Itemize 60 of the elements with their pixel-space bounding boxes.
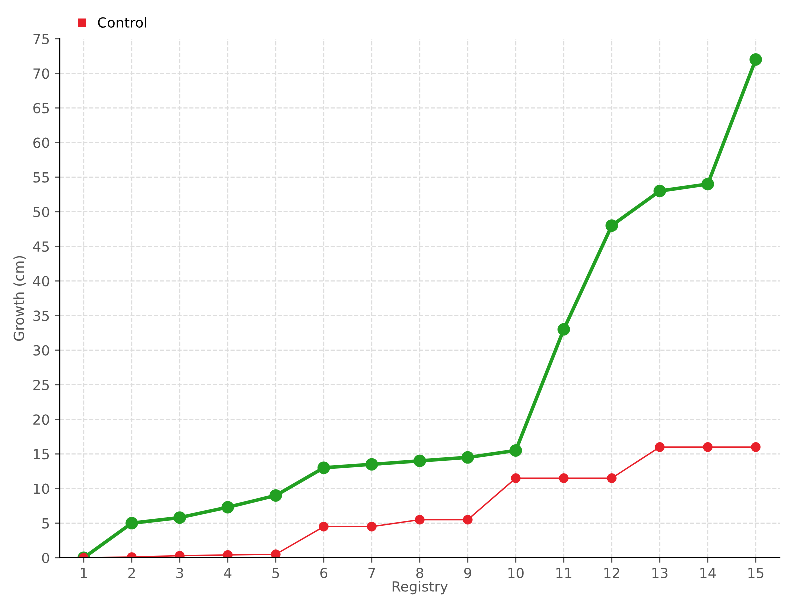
y-tick-label: 20	[34, 414, 50, 426]
point	[414, 454, 426, 468]
x-tick-label: 9	[464, 568, 472, 578]
point	[222, 501, 234, 514]
x-tick-label: 1	[81, 568, 88, 578]
point	[751, 442, 761, 452]
point	[511, 474, 521, 484]
point	[126, 517, 138, 530]
point	[462, 451, 474, 464]
y-tick-label: 30	[34, 345, 50, 356]
point	[223, 550, 233, 558]
point	[318, 462, 330, 474]
point	[415, 515, 425, 525]
x-axis-title: Registry	[392, 581, 448, 595]
x-tick-label: 8	[416, 568, 424, 578]
y-tick-label: 50	[34, 206, 50, 218]
point	[750, 54, 762, 66]
x-tick-label: 12	[604, 568, 620, 578]
point	[559, 474, 569, 484]
x-tick-label: 10	[508, 568, 524, 578]
y-tick-label: 15	[34, 449, 50, 460]
y-tick-label: 45	[33, 242, 50, 252]
x-tick-label: 4	[224, 568, 232, 578]
point	[654, 184, 666, 198]
point	[319, 522, 329, 532]
y-tick-label: 10	[34, 484, 50, 494]
y-axis-title: Growth (cm)	[14, 256, 26, 342]
point	[702, 178, 714, 191]
x-tick-label: 5	[272, 568, 280, 578]
x-tick-label: 15	[748, 568, 764, 578]
point	[271, 550, 281, 558]
y-tick-label: 65	[34, 103, 50, 114]
x-tick-label: 7	[368, 568, 376, 578]
y-tick-label: 0	[42, 552, 50, 564]
point	[270, 489, 282, 502]
legend-label: Control	[98, 17, 146, 28]
x-tick-label: 3	[176, 568, 184, 578]
point	[174, 512, 186, 524]
point	[463, 515, 473, 525]
y-tick-label: 35	[34, 310, 50, 322]
point	[366, 458, 378, 471]
point	[655, 442, 665, 452]
x-tick-label: 13	[652, 568, 668, 578]
y-tick-label: 60	[34, 138, 50, 148]
point	[607, 474, 617, 484]
y-tick-label: 75	[34, 34, 50, 44]
y-tick-label: 70	[34, 68, 50, 80]
point	[703, 442, 713, 452]
x-tick-label: 11	[556, 568, 572, 578]
y-tick-label: 5	[42, 518, 50, 529]
point	[367, 522, 377, 532]
x-tick-label: 14	[700, 568, 716, 578]
point	[510, 444, 522, 457]
point	[606, 220, 618, 232]
y-tick-label: 40	[33, 276, 50, 287]
x-tick-label: 2	[128, 568, 136, 578]
y-tick-label: 55	[34, 172, 50, 183]
x-tick-label: 6	[320, 568, 328, 578]
y-tick-label: 25	[34, 380, 50, 390]
point	[558, 323, 570, 336]
